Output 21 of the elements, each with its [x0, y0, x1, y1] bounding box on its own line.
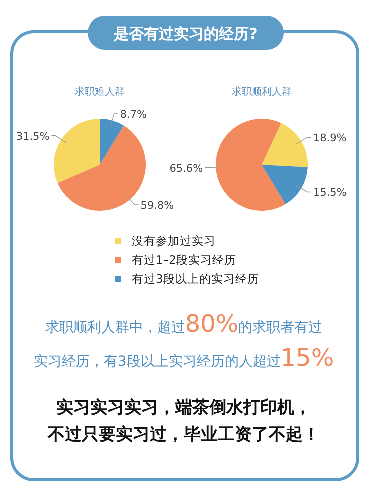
data-label: 59.8% — [140, 200, 174, 212]
text: 实习实习实习，端茶倒水打印机， — [56, 398, 312, 418]
pie-slice — [100, 119, 124, 165]
text: 不过只要实习过，毕业工资了不起！ — [47, 425, 320, 445]
data-label: 8.7% — [120, 108, 148, 121]
legend-label: 有过1–2段实习经历 — [132, 253, 236, 267]
data-label: 65.6% — [170, 162, 204, 175]
legend-label: 没有参加过实习 — [132, 234, 216, 248]
pie-slice — [216, 119, 286, 211]
data-label: 15.5% — [313, 187, 347, 200]
pie-slice — [262, 123, 308, 168]
chart-subtitle: 求职难人群 — [75, 86, 125, 98]
legend-label: 有过3段以上的实习经历 — [132, 272, 260, 286]
text: 求职顺利人群中，超过80%的求职者有过 — [45, 310, 323, 338]
data-label: 18.9% — [313, 132, 347, 145]
chart-title: 是否有过实习的经历? — [113, 25, 258, 43]
chart-subtitle: 求职顺利人群 — [232, 86, 292, 98]
pie-slice — [262, 165, 308, 204]
pie-slice — [54, 119, 100, 184]
text: 实习经历，有3段以上实习经历的人超过15% — [34, 344, 334, 372]
data-label: 31.5% — [16, 130, 50, 143]
